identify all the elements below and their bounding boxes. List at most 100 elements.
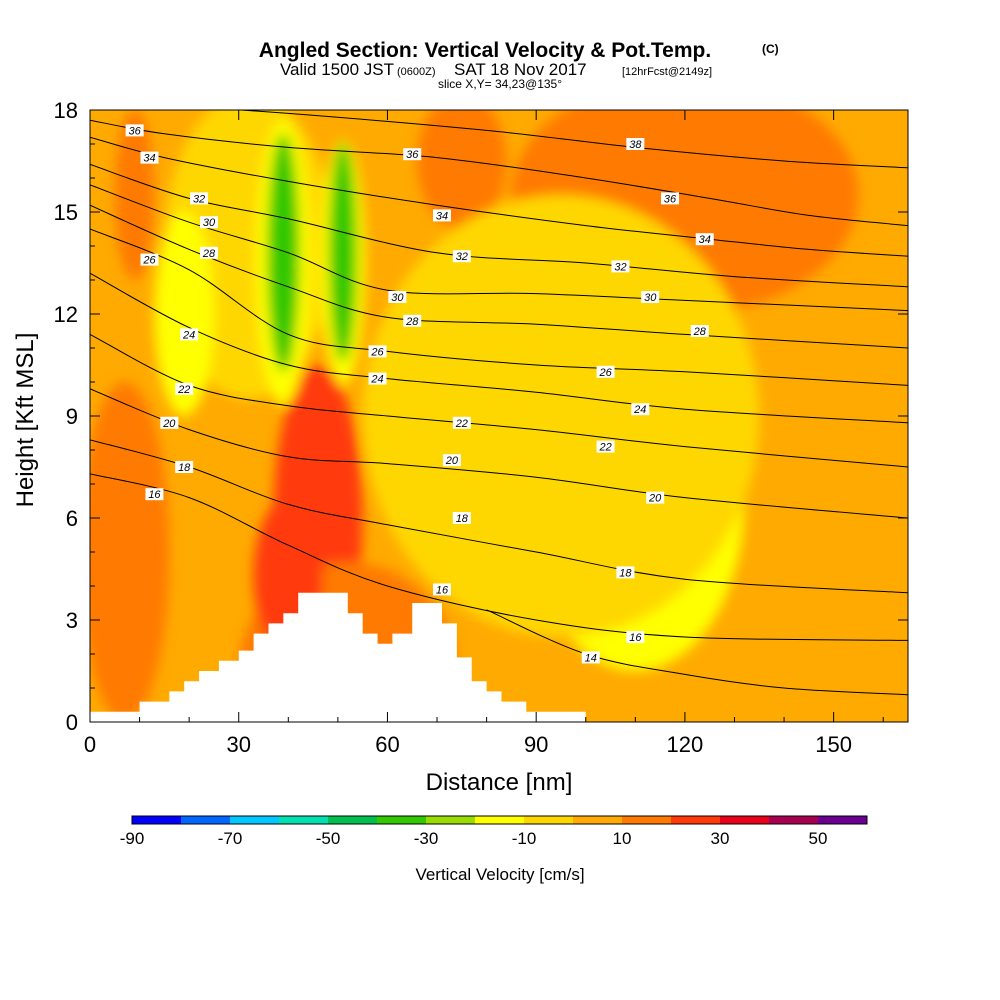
valid-date: SAT 18 Nov 2017 [454, 60, 587, 79]
isentrope-label: 24 [180, 328, 199, 341]
isentrope-label-text: 24 [182, 329, 195, 341]
plot-area: 3634323028262422201816363432302826242220… [90, 110, 908, 722]
isentrope-16 [90, 473, 908, 641]
isentrope-label: 22 [596, 440, 615, 454]
isentrope-label: 20 [160, 416, 179, 430]
isentrope-label-text: 32 [193, 193, 205, 205]
velocity-region [328, 144, 357, 362]
y-tick-label: 18 [54, 98, 78, 123]
colorbar-swatch [132, 816, 182, 824]
isentrope-label-text: 36 [406, 149, 419, 161]
x-axis-label: Distance [nm] [426, 769, 573, 796]
isentrope-36 [90, 119, 908, 227]
colorbar-swatch [818, 816, 868, 824]
isentrope-26 [90, 228, 908, 386]
colorbar-swatch [573, 816, 623, 824]
isentrope-label: 22 [175, 382, 194, 396]
isentrope-label-box [626, 138, 645, 150]
colorbar-tick-label: -30 [414, 829, 439, 848]
isentrope-label-box [631, 403, 650, 416]
y-tick-label: 12 [54, 302, 78, 327]
y-tick-label: 0 [66, 710, 78, 735]
isentrope-label-box [199, 246, 218, 259]
colorbar-swatch [475, 816, 525, 824]
x-axis: 0 30 60 90 120 150 [84, 110, 884, 757]
velocity-region [267, 133, 300, 372]
isentrope-label-box [596, 365, 615, 378]
isentrope-label-text: 30 [391, 292, 404, 304]
isentrope-label-box [403, 314, 422, 327]
isentrope-label: 16 [626, 631, 645, 644]
isentrope-label-text: 24 [370, 374, 383, 386]
isentrope-label-text: 34 [436, 210, 448, 222]
isentrope-label-text: 22 [598, 442, 611, 454]
y-tick-label: 3 [66, 608, 78, 633]
velocity-region [90, 382, 170, 722]
isentrope-label-box [368, 345, 387, 358]
isentrope-label-box [452, 512, 471, 524]
valid-prefix: Valid 1500 JST [280, 60, 394, 79]
isentrope-label-text: 22 [455, 418, 468, 430]
y-tick-label: 6 [66, 506, 78, 531]
isentrope-label: 34 [432, 209, 451, 222]
isentrope-label-box [388, 291, 407, 303]
isentrope-label-text: 26 [598, 367, 612, 379]
x-tick-label: 0 [84, 732, 96, 757]
valid-zulu: (0600Z) [397, 66, 436, 78]
isentrope-label: 16 [432, 583, 451, 596]
isentrope-label-box [641, 291, 660, 303]
y-tick-label: 15 [54, 200, 78, 225]
slice-label: slice X,Y= 34,23@135° [438, 77, 562, 91]
isentrope-label-text: 32 [456, 251, 468, 263]
isentrope-label: 36 [661, 192, 680, 205]
x-tick-label: 150 [815, 732, 852, 757]
isentrope-label-box [140, 253, 159, 266]
isentrope-label-text: 28 [202, 248, 216, 260]
isentrope-label: 34 [140, 151, 159, 165]
isentrope-label-box [125, 124, 144, 137]
isentrope-14 [486, 609, 908, 696]
isentrope-label-text: 16 [436, 584, 449, 596]
isentrope-label-box [581, 651, 600, 664]
x-tick-label: 120 [667, 732, 704, 757]
valid-forecast: [12hrFcst@2149z] [622, 66, 712, 78]
colorbar-swatch [622, 816, 672, 824]
colorbar-tick-label: 50 [809, 829, 828, 848]
isentrope-label-text: 20 [648, 493, 662, 505]
x-tick-label: 60 [375, 732, 399, 757]
isentrope-label: 18 [616, 566, 635, 579]
isentrope-label: 30 [388, 291, 407, 304]
isentrope-label-box [611, 260, 630, 273]
isentrope-label-box [661, 192, 680, 205]
colorbar-swatch [279, 816, 329, 824]
isentrope-label-text: 36 [664, 193, 677, 205]
isentrope-label-box [432, 583, 451, 596]
isentrope-label: 32 [190, 192, 209, 205]
isentrope-labels: 3634323028262422201816363432302826242220… [125, 124, 714, 664]
isentrope-label-text: 28 [405, 316, 419, 328]
isentrope-label-box [695, 233, 714, 246]
isentrope-label: 20 [442, 454, 461, 467]
isentrope-label-text: 18 [619, 567, 632, 579]
isentrope-label-text: 30 [203, 217, 216, 229]
colorbar-tick-label: -10 [512, 829, 537, 848]
isentrope-label-text: 16 [629, 632, 642, 644]
isentrope-label-box [452, 416, 471, 429]
isentrope-label-text: 28 [693, 326, 707, 338]
colorbar-swatch [426, 816, 476, 824]
isentrope-label: 26 [596, 365, 615, 379]
colorbar-swatch [328, 816, 378, 824]
velocity-region [417, 110, 507, 229]
isentrope-label-text: 22 [177, 384, 190, 396]
isentrope-label: 36 [125, 124, 144, 137]
isentrope-label-text: 16 [148, 489, 161, 501]
isentrope-label-box [432, 209, 451, 222]
colorbar-tick-label: 30 [711, 829, 730, 848]
isentrope-label-box [175, 461, 194, 473]
isentrope-label-text: 34 [143, 153, 155, 165]
x-tick-label: 90 [524, 732, 548, 757]
isentrope-label-box [199, 216, 218, 229]
chart-title: Angled Section: Vertical Velocity & Pot.… [259, 39, 711, 62]
isentrope-label-box [616, 566, 635, 579]
isentrope-label: 14 [581, 651, 600, 664]
